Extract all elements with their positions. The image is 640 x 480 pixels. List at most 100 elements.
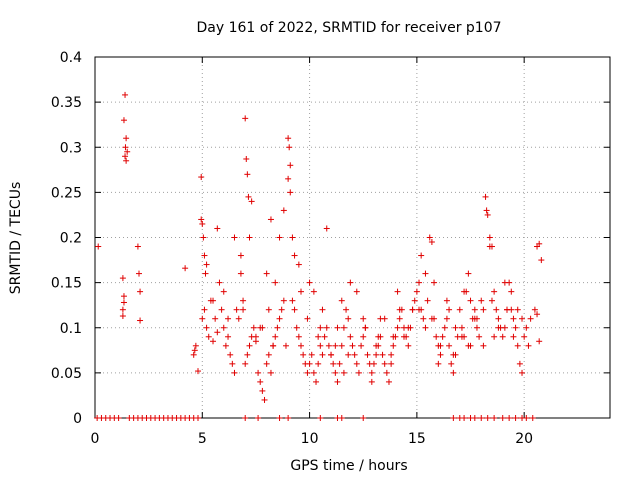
data-point xyxy=(195,415,201,421)
axis-ticks xyxy=(94,56,610,419)
data-point xyxy=(388,360,395,367)
data-point xyxy=(319,351,326,358)
data-point xyxy=(461,415,468,421)
data-point xyxy=(323,225,330,232)
data-point xyxy=(276,234,283,241)
data-point xyxy=(298,342,304,349)
y-tick-label: 0.05 xyxy=(51,366,82,382)
data-point xyxy=(396,315,403,322)
data-point xyxy=(478,415,485,421)
x-tick-label: 15 xyxy=(408,431,426,447)
data-point xyxy=(446,306,453,313)
data-point xyxy=(237,252,244,259)
data-point xyxy=(214,329,221,336)
data-point xyxy=(514,306,521,313)
data-point xyxy=(495,324,502,331)
data-point xyxy=(508,288,515,295)
data-point xyxy=(351,351,358,358)
data-point xyxy=(338,297,345,304)
x-tick-label: 0 xyxy=(91,431,100,447)
data-point xyxy=(355,369,362,376)
data-point xyxy=(119,313,126,320)
data-point xyxy=(334,378,341,385)
data-point xyxy=(519,369,526,376)
data-point xyxy=(508,306,515,313)
data-point xyxy=(137,288,144,295)
data-point xyxy=(433,333,440,340)
data-point xyxy=(435,360,442,367)
data-point xyxy=(338,342,345,349)
data-point xyxy=(202,270,209,277)
data-point xyxy=(373,342,380,349)
data-point xyxy=(394,288,401,295)
data-point xyxy=(345,315,352,322)
data-point xyxy=(259,324,266,331)
data-point xyxy=(377,315,384,322)
data-point xyxy=(443,315,450,322)
data-point xyxy=(416,306,423,313)
data-point xyxy=(476,333,483,340)
data-point xyxy=(428,315,435,322)
data-point xyxy=(418,252,425,259)
data-point xyxy=(383,369,390,376)
data-point xyxy=(137,317,144,324)
data-point xyxy=(300,351,307,358)
data-point xyxy=(250,324,257,331)
data-point xyxy=(379,351,386,358)
data-point xyxy=(409,306,416,313)
data-point xyxy=(242,415,249,421)
data-point xyxy=(120,117,127,124)
data-point xyxy=(227,351,234,358)
data-point xyxy=(218,306,225,313)
data-point xyxy=(484,415,491,421)
data-point xyxy=(422,270,429,277)
data-point xyxy=(448,360,455,367)
data-point xyxy=(280,297,287,304)
y-tick-label: 0.35 xyxy=(51,95,82,111)
data-point xyxy=(212,315,219,322)
data-point xyxy=(343,306,350,313)
data-point xyxy=(416,279,423,286)
data-point xyxy=(437,351,444,358)
data-point xyxy=(237,270,244,277)
data-point xyxy=(252,333,259,340)
data-point xyxy=(411,297,418,304)
data-point xyxy=(265,306,272,313)
x-tick-label: 5 xyxy=(198,431,207,447)
data-point xyxy=(120,293,127,300)
data-point xyxy=(491,333,498,340)
data-point xyxy=(486,234,493,241)
data-point xyxy=(240,306,247,313)
data-point xyxy=(437,342,444,349)
y-axis-label: SRMTID / TECUs xyxy=(8,182,24,295)
data-point xyxy=(233,306,240,313)
data-point xyxy=(122,144,129,151)
data-point xyxy=(278,306,285,313)
data-point xyxy=(191,347,198,354)
data-point xyxy=(304,369,311,376)
data-point xyxy=(360,333,367,340)
data-point xyxy=(285,175,292,182)
data-point xyxy=(242,360,249,367)
data-point xyxy=(516,360,523,367)
data-point xyxy=(222,342,229,349)
data-point xyxy=(317,415,324,421)
data-point xyxy=(330,360,337,367)
data-point xyxy=(325,342,332,349)
data-point xyxy=(458,333,465,340)
data-point xyxy=(441,324,448,331)
data-point xyxy=(214,225,221,232)
data-point xyxy=(512,415,519,421)
data-point xyxy=(261,396,268,403)
data-point xyxy=(362,324,369,331)
data-point xyxy=(349,342,356,349)
y-tick-label: 0.25 xyxy=(51,185,82,201)
data-point xyxy=(501,324,508,331)
data-point xyxy=(244,351,251,358)
data-point xyxy=(246,234,253,241)
data-point xyxy=(375,333,382,340)
data-point xyxy=(523,415,530,421)
grid-lines xyxy=(95,57,610,418)
data-point xyxy=(124,148,131,155)
x-axis-label: GPS time / hours xyxy=(290,458,407,474)
